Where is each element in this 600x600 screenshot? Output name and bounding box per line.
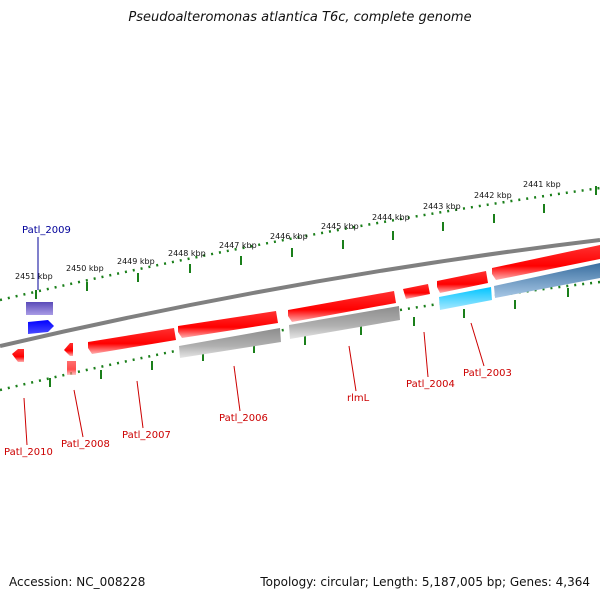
accession-label: Accession: NC_008228 <box>9 575 146 589</box>
gene-feature-red[interactable] <box>88 328 176 354</box>
gene-feature-gray[interactable] <box>289 306 400 339</box>
outer-major-ticks <box>35 186 597 299</box>
leader-line <box>136 380 144 429</box>
gene-label-patl-2006[interactable]: Patl_2006 <box>219 413 268 424</box>
ruler-labels: 2441 kbp 2442 kbp 2443 kbp 2444 kbp 2445… <box>15 180 561 281</box>
genome-backbone <box>0 238 600 348</box>
gene-label-patl-2007[interactable]: Patl_2007 <box>122 430 171 441</box>
genome-summary: Topology: circular; Length: 5,187,005 bp… <box>260 575 590 589</box>
inner-major-ticks <box>49 288 569 387</box>
gene-label-rlml[interactable]: rlmL <box>347 393 370 404</box>
gene-feature-red[interactable] <box>437 271 488 293</box>
gene-feature-red[interactable] <box>288 291 396 322</box>
gene-feature-patl-2008-b[interactable] <box>67 361 76 375</box>
reverse-strand-features <box>12 263 600 375</box>
gene-feature-red[interactable] <box>403 284 430 299</box>
ruler-label: 2444 kbp <box>372 213 410 222</box>
ruler-label: 2442 kbp <box>474 191 512 200</box>
ruler-label: 2441 kbp <box>523 180 561 189</box>
ruler-label: 2446 kbp <box>270 232 308 241</box>
gene-feature-red[interactable] <box>178 311 278 338</box>
gene-feature-patl-2009[interactable] <box>26 302 53 315</box>
ruler-label: 2448 kbp <box>168 249 206 258</box>
gene-label-patl-2009[interactable]: Patl_2009 <box>22 225 71 236</box>
gene-label-patl-2003[interactable]: Patl_2003 <box>463 368 512 379</box>
gene-label-patl-2010[interactable]: Patl_2010 <box>4 447 53 458</box>
gene-feature-gray[interactable] <box>179 328 281 358</box>
gene-feature-steel[interactable] <box>494 263 600 298</box>
genome-title: Pseudoalteromonas atlantica T6c, complet… <box>128 10 472 25</box>
leader-line <box>470 322 485 367</box>
gene-feature-patl-2010[interactable] <box>12 349 24 362</box>
gene-feature-patl-2009-arrow[interactable] <box>28 320 54 334</box>
leader-line <box>233 365 241 412</box>
ruler-label: 2451 kbp <box>15 272 53 281</box>
label-leaders <box>23 237 485 446</box>
gene-label-patl-2008[interactable]: Patl_2008 <box>61 439 110 450</box>
ruler-label: 2449 kbp <box>117 257 155 266</box>
ruler-label: 2445 kbp <box>321 222 359 231</box>
gene-label-patl-2004[interactable]: Patl_2004 <box>406 379 455 390</box>
leader-line <box>73 389 84 438</box>
leader-line <box>23 397 28 446</box>
leader-line <box>348 345 357 392</box>
gene-feature-red[interactable] <box>492 245 600 280</box>
gene-feature-patl-2008[interactable] <box>64 343 73 356</box>
ruler-label: 2447 kbp <box>219 241 257 250</box>
ruler-label: 2450 kbp <box>66 264 104 273</box>
ruler-label: 2443 kbp <box>423 202 461 211</box>
forward-strand-features <box>26 245 600 354</box>
leader-line <box>423 331 429 378</box>
gene-labels: Patl_2009 Patl_2010 Patl_2008 Patl_2007 … <box>4 225 512 458</box>
gene-feature-cyan[interactable] <box>439 287 492 310</box>
